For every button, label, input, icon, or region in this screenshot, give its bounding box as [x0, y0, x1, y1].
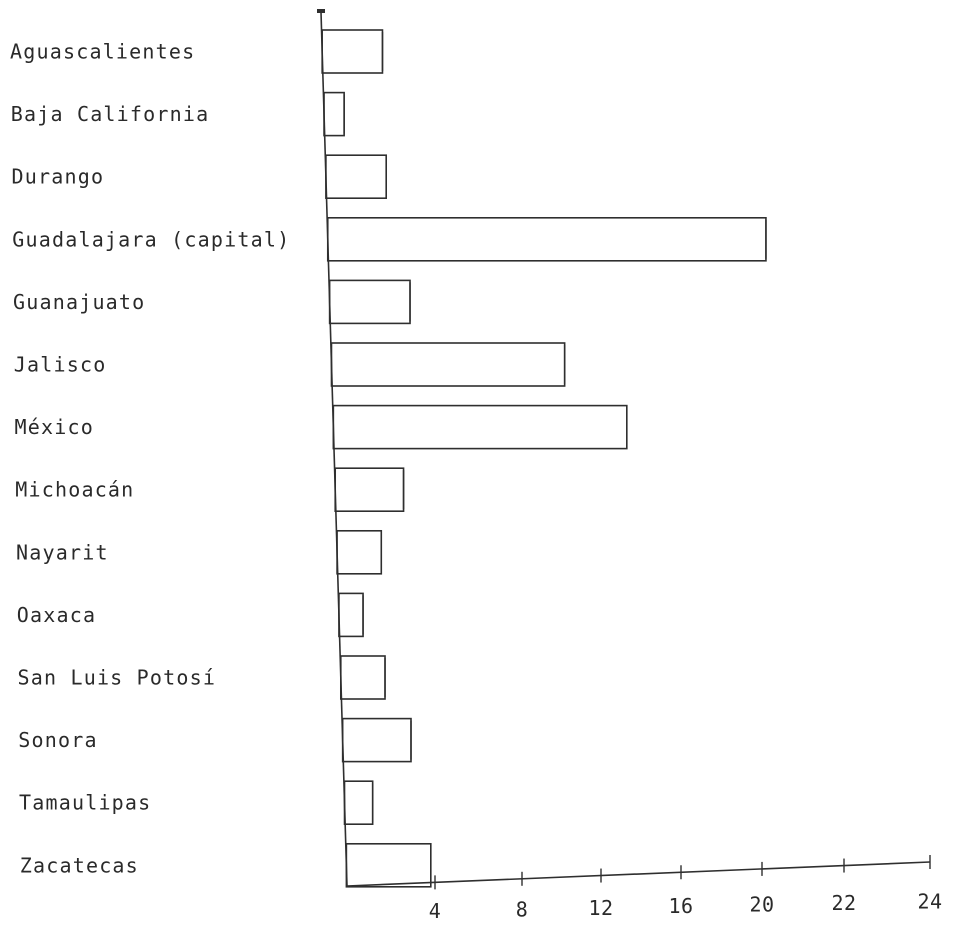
bar-michoacan: [334, 467, 405, 513]
x-tick-label: 16: [668, 894, 693, 918]
category-label: Guanajuato: [13, 290, 145, 314]
bars: [321, 29, 767, 888]
category-label: Tamaulipas: [19, 791, 151, 815]
category-label: Aguascalientes: [10, 40, 195, 64]
x-axis-line: [346, 861, 931, 887]
bar-tamaulipas: [343, 780, 374, 826]
category-label: Michoacán: [15, 478, 134, 502]
x-tick-label: 4: [429, 899, 442, 923]
bar-aguascalientes: [321, 29, 384, 74]
category-label: Durango: [12, 165, 105, 189]
axes: 4 8 12 16 20 22 24: [317, 9, 942, 923]
bar-mexico: [332, 404, 628, 450]
bar-baja-california: [323, 91, 345, 137]
x-tick-label: 8: [516, 897, 529, 921]
bar-oaxaca: [338, 592, 364, 638]
category-label: Oaxaca: [17, 603, 96, 627]
bar-zacatecas: [345, 842, 432, 888]
category-label: Nayarit: [16, 540, 109, 564]
bar-sonora: [341, 717, 412, 763]
x-tick-label: 20: [749, 893, 774, 917]
bar-san-luis-potosi: [339, 655, 386, 700]
x-tick-label: 24: [917, 889, 942, 913]
bar-durango: [325, 154, 387, 199]
bar-jalisco: [330, 342, 566, 387]
bar-nayarit: [336, 529, 383, 575]
category-label: Zacatecas: [20, 853, 139, 877]
category-label: Guadalajara (capital): [12, 227, 290, 251]
x-tick-label: 12: [588, 896, 613, 920]
axis-top-mark: [317, 9, 325, 13]
category-label: Jalisco: [14, 353, 107, 377]
x-tick-label: 22: [831, 891, 856, 915]
category-label: México: [15, 415, 94, 439]
category-labels: Aguascalientes Baja California Durango Guad…: [10, 40, 290, 878]
y-axis-line: [320, 11, 348, 887]
category-label: Baja California: [11, 102, 210, 126]
category-label: Sonora: [18, 728, 97, 752]
bar-guanajuato: [328, 279, 411, 325]
bar-guadalajara-capital: [326, 217, 767, 262]
category-label: San Luis Potosí: [18, 666, 217, 690]
